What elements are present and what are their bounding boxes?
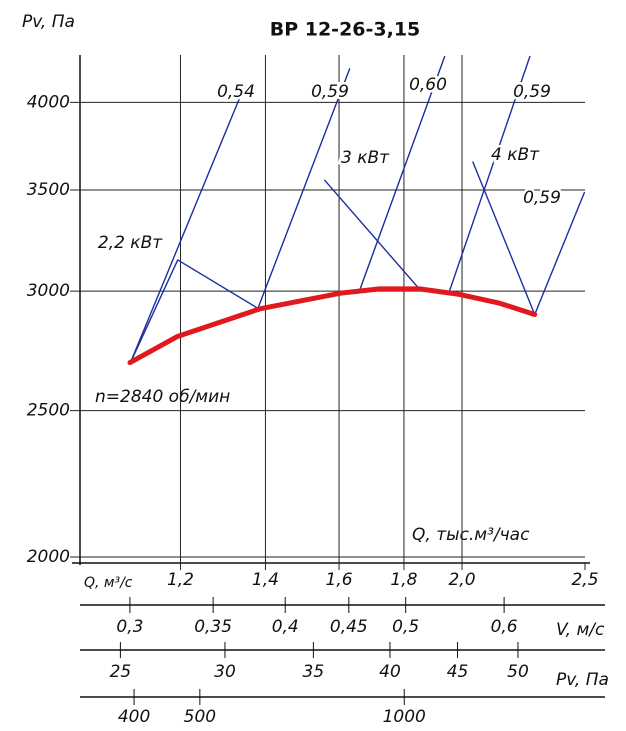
- x-tick-label: 2,0: [448, 570, 475, 590]
- line: [472, 161, 536, 316]
- line-label: 0,60: [409, 75, 447, 95]
- x-tick-label: 1,6: [326, 570, 353, 590]
- secondary-tick-label: 0,6: [491, 617, 518, 637]
- line-label: 0,59: [311, 82, 349, 102]
- secondary-axis-label: V, м/с: [556, 620, 605, 640]
- secondary-tick-label: 500: [184, 707, 216, 727]
- secondary-tick-label: 25: [110, 662, 132, 682]
- annotation: n=2840 об/мин: [95, 387, 230, 407]
- x-axis-label: Q, м³/с: [84, 575, 133, 591]
- secondary-tick-label: 0,45: [330, 617, 368, 637]
- chart-title: ВР 12-26-3,15: [270, 19, 421, 41]
- fan-curve: [127, 286, 538, 366]
- secondary-tick-label: 0,5: [392, 617, 419, 637]
- line-label: 4 кВт: [491, 145, 540, 165]
- line: [257, 68, 351, 310]
- secondary-tick-label: 30: [214, 662, 236, 682]
- x-tick-label: 2,5: [571, 570, 598, 590]
- secondary-tick-label: 45: [447, 662, 469, 682]
- y-tick-label: 3000: [27, 281, 70, 301]
- secondary-tick-label: 35: [303, 662, 325, 682]
- line-label: 0,59: [523, 188, 561, 208]
- secondary-tick-label: 0,35: [194, 617, 232, 637]
- y-axis-label: Pv, Па: [22, 12, 75, 32]
- secondary-tick-label: 0,3: [116, 617, 143, 637]
- line: [324, 179, 421, 291]
- secondary-tick-label: 1000: [383, 707, 426, 727]
- line-label: 3 кВт: [341, 148, 390, 168]
- y-tick-label: 2000: [27, 547, 70, 567]
- secondary-tick-label: 50: [507, 662, 529, 682]
- annotation: Q, тыс.м³/час: [412, 525, 530, 545]
- secondary-tick-label: 400: [118, 707, 150, 727]
- line-label: 2,2 кВт: [98, 233, 163, 253]
- x-tick-label: 1,4: [252, 570, 279, 590]
- line: [358, 55, 446, 291]
- y-tick-label: 2500: [27, 401, 70, 421]
- y-tick-label: 3500: [27, 180, 70, 200]
- line: [534, 191, 586, 316]
- x-tick-label: 1,8: [390, 570, 417, 590]
- line-label: 0,54: [217, 82, 255, 102]
- secondary-tick-label: 0,4: [272, 617, 299, 637]
- line: [129, 259, 259, 365]
- secondary-axis-label: Pv, Па: [556, 670, 609, 690]
- line: [449, 55, 531, 291]
- line: [129, 84, 246, 365]
- y-tick-label: 4000: [27, 92, 70, 112]
- x-tick-label: 1,2: [167, 570, 194, 590]
- line-label: 0,59: [513, 82, 551, 102]
- secondary-tick-label: 40: [379, 662, 401, 682]
